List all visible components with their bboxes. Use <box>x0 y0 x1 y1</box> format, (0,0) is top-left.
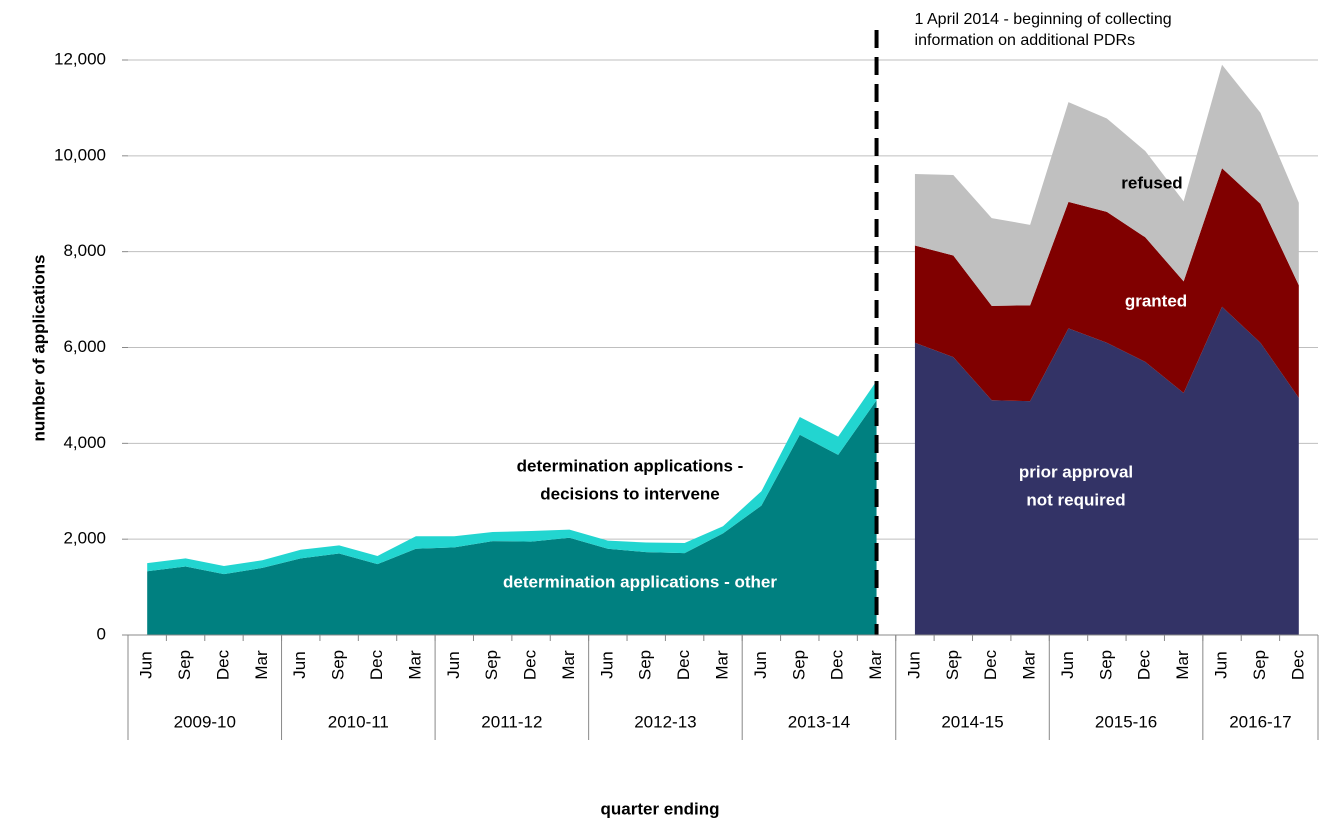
x-tick-label: Jun <box>597 651 616 678</box>
area <box>147 381 877 575</box>
year-label: 2009-10 <box>174 712 236 731</box>
year-label: 2010-11 <box>328 712 389 731</box>
x-tick-label: Jun <box>137 651 156 678</box>
series-label: decisions to intervene <box>540 484 720 503</box>
series-label: determination applications - <box>517 456 744 475</box>
y-tick-label: 0 <box>97 624 106 643</box>
x-tick-label: Mar <box>1173 650 1192 680</box>
year-label: 2015-16 <box>1095 712 1157 731</box>
x-tick-label: Mar <box>712 650 731 680</box>
area <box>914 168 1299 402</box>
x-tick-label: Sep <box>482 650 501 680</box>
x-tick-label: Jun <box>1058 651 1077 678</box>
x-tick-label: Dec <box>1135 649 1154 680</box>
series-label: not required <box>1026 490 1125 509</box>
y-tick-label: 10,000 <box>54 145 106 164</box>
x-axis-label: quarter ending <box>600 799 719 818</box>
x-tick-label: Sep <box>789 650 808 680</box>
x-tick-label: Dec <box>1288 649 1307 680</box>
year-label: 2016-17 <box>1229 712 1291 731</box>
x-tick-label: Dec <box>367 649 386 680</box>
y-tick-label: 2,000 <box>63 529 106 548</box>
year-label: 2012-13 <box>634 712 696 731</box>
event-annotation: information on additional PDRs <box>915 32 1136 49</box>
x-tick-label: Mar <box>866 650 885 680</box>
year-label: 2013-14 <box>788 712 850 731</box>
x-tick-label: Jun <box>904 651 923 678</box>
x-tick-label: Mar <box>405 650 424 680</box>
area <box>914 306 1299 635</box>
year-label: 2014-15 <box>941 712 1003 731</box>
x-tick-label: Sep <box>636 650 655 680</box>
x-tick-label: Mar <box>1020 650 1039 680</box>
x-tick-label: Jun <box>290 651 309 678</box>
x-tick-label: Dec <box>981 649 1000 680</box>
x-tick-label: Sep <box>943 650 962 680</box>
x-tick-label: Mar <box>559 650 578 680</box>
y-axis-label: number of applications <box>29 254 48 441</box>
y-tick-label: 8,000 <box>63 241 106 260</box>
x-tick-label: Mar <box>252 650 271 680</box>
x-tick-label: Jun <box>1212 651 1231 678</box>
x-tick-label: Dec <box>828 649 847 680</box>
x-tick-label: Sep <box>1096 650 1115 680</box>
x-tick-label: Jun <box>751 651 770 678</box>
year-label: 2011-12 <box>481 712 542 731</box>
y-tick-label: 12,000 <box>54 49 106 68</box>
x-tick-label: Sep <box>1250 650 1269 680</box>
x-tick-label: Jun <box>444 651 463 678</box>
area <box>914 64 1299 306</box>
x-tick-label: Sep <box>175 650 194 680</box>
series-label: granted <box>1125 291 1187 310</box>
event-annotation: 1 April 2014 - beginning of collecting <box>915 11 1172 28</box>
x-tick-label: Dec <box>213 649 232 680</box>
x-tick-label: Dec <box>521 649 540 680</box>
x-tick-label: Sep <box>329 650 348 680</box>
x-tick-label: Dec <box>674 649 693 680</box>
area <box>147 400 877 635</box>
y-tick-label: 4,000 <box>63 433 106 452</box>
series-label: determination applications - other <box>503 572 777 591</box>
series-label: prior approval <box>1019 462 1133 481</box>
series-label: refused <box>1121 173 1182 192</box>
y-tick-label: 6,000 <box>63 337 106 356</box>
